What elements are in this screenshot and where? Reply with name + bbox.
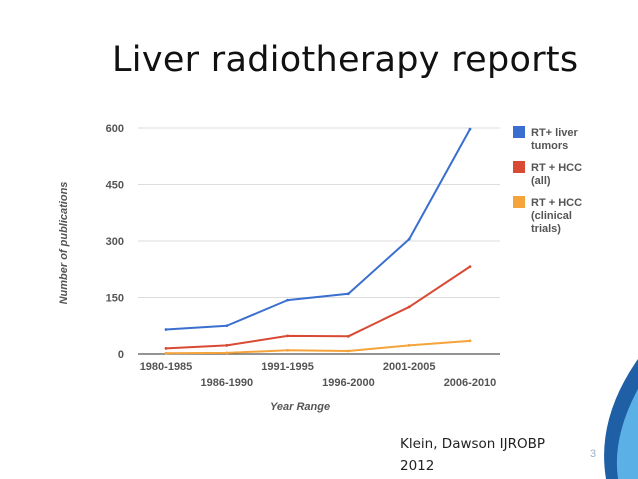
data-point — [225, 351, 229, 355]
x-axis-label: Year Range — [270, 401, 330, 413]
legend-label: RT + HCC — [531, 197, 582, 209]
gridlines — [138, 127, 500, 355]
data-point — [468, 127, 472, 131]
legend-swatch — [513, 196, 525, 208]
data-point — [347, 334, 350, 338]
series-line — [165, 128, 471, 331]
y-tick-label: 150 — [106, 293, 124, 305]
x-tick-label: 1980-1985 — [140, 361, 193, 373]
legend-label: RT + HCC — [531, 162, 582, 174]
x-tick-labels: 1980-1985 1986-1990 1991-1995 1996-2000 2001… — [140, 361, 497, 389]
data-point — [468, 265, 472, 269]
slide-title: Liver radiotherapy reports — [112, 40, 579, 80]
data-point — [164, 328, 168, 331]
legend-swatch — [513, 126, 525, 138]
legend-label: tumors — [531, 140, 568, 152]
data-point — [407, 343, 411, 347]
x-tick-label: 1986-1990 — [200, 377, 253, 389]
publications-line-chart: 0 150 300 450 600 1980-1985 1986-1990 1991-199… — [58, 123, 582, 413]
y-tick-label: 600 — [106, 123, 124, 135]
legend-label: (all) — [531, 175, 551, 187]
citation-line-1: Klein, Dawson IJROBP — [400, 436, 546, 452]
series-lines — [164, 127, 472, 355]
series-line — [165, 339, 471, 355]
data-point — [347, 292, 350, 296]
data-point — [407, 237, 411, 241]
data-point — [225, 324, 229, 328]
data-point — [164, 346, 168, 350]
x-tick-label: 1991-1995 — [261, 361, 314, 373]
series-line — [165, 265, 471, 350]
legend-label: RT+ liver — [531, 127, 578, 139]
data-point — [286, 298, 289, 302]
x-tick-label: 2006-2010 — [444, 377, 497, 389]
legend-label: (clinical — [531, 210, 572, 222]
legend-label: trials) — [531, 223, 561, 235]
data-point — [286, 348, 289, 352]
slide-corner-decoration — [604, 359, 638, 479]
citation: Klein, Dawson IJROBP 2012 — [400, 433, 575, 477]
data-point — [225, 343, 229, 347]
legend-swatch — [513, 161, 525, 173]
x-tick-label: 2001-2005 — [383, 361, 436, 373]
y-tick-labels: 0 150 300 450 600 — [106, 123, 124, 361]
data-point — [286, 334, 289, 338]
data-point — [407, 305, 411, 309]
x-tick-label: 1996-2000 — [322, 377, 375, 389]
data-point — [468, 339, 472, 343]
y-tick-label: 300 — [106, 236, 124, 248]
data-point — [347, 349, 350, 353]
citation-line-2: 2012 — [400, 458, 435, 474]
y-axis-label: Number of publications — [58, 182, 70, 305]
slide-number: 3 — [590, 448, 597, 460]
y-tick-label: 0 — [118, 349, 124, 361]
data-point — [164, 351, 168, 355]
y-tick-label: 450 — [106, 180, 124, 192]
